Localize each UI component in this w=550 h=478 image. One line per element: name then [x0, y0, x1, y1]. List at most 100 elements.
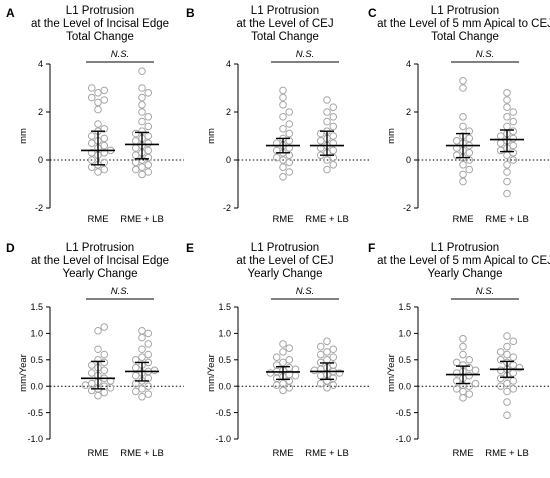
data-point: [87, 132, 96, 140]
data-point: [323, 383, 331, 392]
panel-title-line: L1 Protrusion: [431, 5, 499, 17]
y-tick-label: 1.0: [398, 329, 411, 339]
series-0-median-iqr: [446, 132, 480, 159]
series-1-median-iqr: [125, 361, 159, 382]
data-point: [503, 168, 511, 176]
data-point: [496, 382, 505, 391]
series-1-median-iqr: [125, 131, 159, 160]
data-point: [279, 358, 287, 367]
data-point: [509, 134, 518, 143]
data-point: [285, 144, 294, 152]
data-point: [94, 168, 102, 176]
panel-title-line: L1 Protrusion: [66, 242, 134, 254]
y-tick-label: 0: [226, 155, 231, 165]
data-point: [310, 366, 319, 375]
x-category-label: RME + LB: [120, 448, 164, 459]
significance-label: N.S.: [296, 286, 314, 297]
data-point: [131, 387, 140, 396]
data-point: [138, 353, 146, 361]
data-point: [459, 342, 467, 351]
data-point: [465, 363, 474, 372]
data-point: [329, 139, 338, 147]
data-point: [94, 391, 102, 400]
data-point: [100, 134, 109, 143]
data-point: [459, 77, 467, 85]
data-point: [272, 353, 281, 361]
data-point: [496, 374, 505, 383]
series-1-points: [131, 67, 153, 179]
y-tick-label: 4: [226, 59, 231, 69]
series-1-median-iqr: [490, 129, 524, 153]
y-axis-label: mm/Year: [206, 354, 217, 392]
data-point: [100, 366, 109, 375]
data-point: [285, 108, 294, 116]
data-point: [87, 361, 96, 369]
data-point: [285, 344, 294, 352]
data-point: [459, 113, 467, 121]
data-point: [465, 134, 474, 143]
data-point: [100, 388, 109, 397]
data-point: [329, 374, 338, 383]
y-tick-label: 2: [226, 107, 231, 117]
data-point: [503, 151, 511, 159]
data-point: [100, 96, 109, 104]
data-point: [272, 153, 281, 162]
data-point: [503, 411, 511, 420]
data-point: [279, 86, 287, 95]
data-point: [138, 108, 146, 116]
data-point: [509, 141, 518, 150]
data-point: [452, 358, 461, 367]
data-point: [272, 374, 281, 383]
series-0-median-iqr: [81, 130, 115, 166]
panel-letter: F: [368, 241, 375, 255]
series-0-points: [452, 334, 480, 402]
data-point: [150, 366, 159, 375]
data-point: [459, 394, 467, 402]
data-point: [272, 361, 281, 369]
data-point: [87, 369, 96, 377]
data-point: [503, 342, 511, 351]
y-tick-label: 1.5: [218, 302, 231, 312]
panel-letter: D: [6, 241, 15, 255]
x-category-label: RME + LB: [120, 214, 164, 225]
significance-label: N.S.: [111, 286, 129, 297]
y-tick-label: 0.5: [398, 355, 411, 365]
data-point: [144, 146, 153, 155]
panel-title-line: L1 Protrusion: [251, 242, 319, 254]
data-point: [503, 103, 511, 111]
data-point: [144, 350, 153, 359]
series-1-points: [131, 326, 159, 401]
y-tick-label: 0.5: [30, 355, 43, 365]
data-point: [138, 117, 146, 126]
panel-title-line: Yearly Change: [427, 268, 502, 280]
data-point: [272, 146, 281, 155]
data-point: [138, 170, 146, 179]
series-0-median-iqr: [81, 360, 115, 390]
x-category-label: RME + LB: [305, 214, 349, 225]
data-point: [323, 165, 331, 174]
y-tick-label: 0: [406, 155, 411, 165]
data-point: [316, 129, 325, 138]
data-point: [316, 144, 325, 152]
panel-title-line: Total Change: [431, 31, 499, 43]
y-tick-label: 1.5: [398, 302, 411, 312]
data-point: [459, 84, 467, 92]
data-point: [100, 86, 109, 95]
y-tick-label: -0.5: [27, 408, 43, 418]
data-point: [138, 163, 146, 171]
y-tick-label: 1.0: [30, 329, 43, 339]
significance-label: N.S.: [296, 49, 314, 60]
data-point: [285, 158, 294, 167]
data-point: [323, 96, 331, 104]
data-point: [131, 371, 140, 380]
data-point: [285, 137, 294, 145]
data-point: [291, 371, 300, 380]
data-point: [100, 141, 109, 150]
data-point: [144, 153, 153, 162]
y-tick-label: -2: [35, 203, 43, 213]
data-point: [87, 139, 96, 147]
data-point: [465, 127, 474, 135]
series-0-points: [266, 340, 300, 395]
data-point: [329, 345, 338, 354]
